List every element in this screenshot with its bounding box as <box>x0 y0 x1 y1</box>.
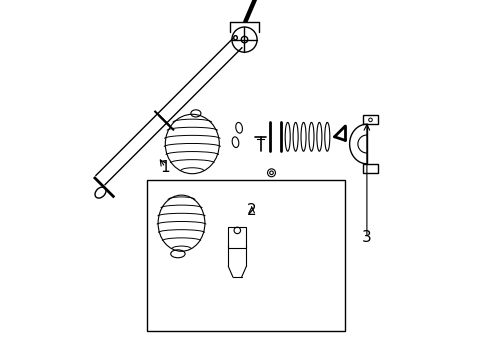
Bar <box>147 180 345 331</box>
Text: 2: 2 <box>246 203 256 218</box>
Text: 1: 1 <box>160 160 170 175</box>
Bar <box>228 227 246 248</box>
Bar <box>363 115 377 124</box>
Bar <box>363 164 377 173</box>
Text: 3: 3 <box>361 230 371 245</box>
